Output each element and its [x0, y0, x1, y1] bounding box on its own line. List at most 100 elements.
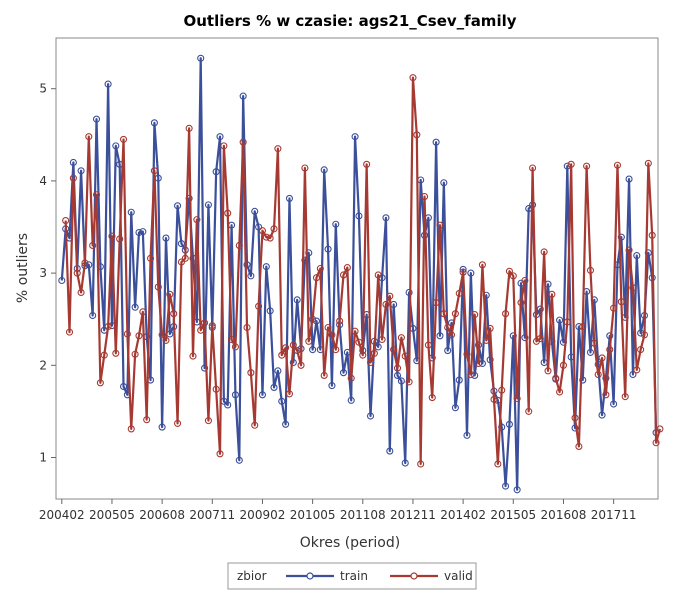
data-point-valid — [409, 74, 417, 82]
data-point-valid — [451, 310, 459, 318]
data-point-valid — [85, 133, 93, 141]
data-point-valid — [320, 371, 328, 380]
data-point-valid — [220, 142, 228, 150]
data-point-train — [282, 420, 290, 428]
y-tick-label: 4 — [39, 174, 47, 188]
x-axis-label: Okres (period) — [300, 535, 400, 551]
data-point-valid — [498, 386, 506, 394]
data-point-valid — [482, 336, 490, 344]
data-point-train — [174, 202, 182, 210]
data-point-valid — [301, 164, 309, 172]
data-point-train — [131, 303, 139, 311]
data-point-valid — [393, 364, 402, 372]
data-point-valid — [278, 351, 286, 359]
data-point-train — [509, 332, 517, 340]
data-point-valid — [625, 246, 633, 254]
data-point-valid — [266, 234, 274, 242]
data-point-valid — [104, 323, 112, 331]
data-point-valid — [282, 344, 290, 352]
data-point-train — [92, 115, 101, 123]
data-point-train — [216, 133, 224, 141]
data-point-valid — [208, 322, 216, 330]
data-point-valid — [621, 393, 629, 401]
data-point-train — [127, 208, 135, 216]
data-point-valid — [332, 346, 340, 354]
x-tick-label: 201108 — [340, 508, 386, 522]
data-point-valid — [228, 335, 236, 344]
data-point-train — [467, 269, 475, 277]
data-point-valid — [289, 341, 297, 349]
data-point-train — [332, 220, 340, 228]
data-point-train — [556, 316, 564, 324]
data-point-valid — [586, 266, 595, 274]
data-point-train — [440, 179, 448, 187]
x-tick-label: 200608 — [139, 508, 185, 522]
data-point-train — [212, 168, 220, 176]
data-point-train — [262, 263, 270, 271]
y-axis-label: % outliers — [15, 233, 31, 303]
data-point-train — [58, 276, 66, 285]
data-point-valid — [374, 271, 382, 279]
data-point-valid — [185, 124, 193, 132]
legend: zbior train valid — [227, 562, 477, 590]
data-point-valid — [139, 308, 147, 316]
data-point-valid — [100, 351, 108, 359]
x-tick-label: 201711 — [591, 508, 637, 522]
data-point-valid — [559, 361, 568, 369]
data-point-train — [135, 228, 143, 237]
data-point-train — [505, 420, 513, 428]
data-point-valid — [150, 167, 158, 175]
data-point-train — [119, 382, 128, 391]
data-point-train — [69, 158, 77, 167]
data-point-valid — [529, 164, 537, 172]
data-point-valid — [417, 460, 425, 468]
x-tick-label: 201211 — [390, 508, 436, 522]
data-point-valid — [81, 259, 89, 267]
data-point-valid — [648, 231, 656, 239]
data-point-valid — [370, 349, 378, 357]
data-point-valid — [193, 216, 201, 224]
data-point-valid — [382, 300, 390, 309]
data-point-valid — [590, 339, 598, 347]
data-point-valid — [258, 227, 267, 235]
x-tick-label: 200902 — [240, 508, 286, 522]
series-line-valid — [64, 76, 661, 466]
data-point-valid — [583, 162, 591, 170]
data-point-train — [201, 364, 209, 372]
data-point-valid — [204, 417, 212, 425]
data-point-train — [293, 296, 301, 304]
x-tick-label: 201402 — [440, 508, 486, 522]
data-point-valid — [62, 217, 70, 225]
data-point-valid — [390, 346, 398, 354]
x-tick-label: 201005 — [290, 508, 336, 522]
data-point-train — [598, 411, 606, 419]
y-tick-label: 1 — [39, 451, 47, 465]
data-point-train — [455, 376, 463, 384]
data-point-valid — [563, 318, 571, 326]
data-point-valid — [471, 311, 479, 319]
data-point-valid — [656, 425, 664, 433]
data-point-train — [328, 382, 336, 390]
data-point-train — [89, 311, 97, 320]
data-point-valid — [262, 233, 270, 241]
data-point-valid — [513, 394, 521, 403]
y-axis: 1 2 3 4 5 — [39, 82, 56, 465]
data-point-valid — [640, 331, 649, 339]
data-point-valid — [359, 351, 367, 359]
data-point-train — [610, 400, 618, 408]
data-point-valid — [525, 407, 533, 415]
data-point-valid — [436, 221, 444, 229]
data-point-valid — [189, 352, 197, 360]
data-point-valid — [432, 299, 440, 307]
data-point-valid — [579, 323, 587, 331]
data-point-valid — [146, 254, 155, 262]
data-point-valid — [509, 272, 517, 280]
data-point-train — [274, 367, 282, 375]
data-point-valid — [397, 334, 405, 342]
data-point-train — [77, 167, 85, 175]
data-point-train — [617, 233, 625, 241]
data-point-valid — [293, 347, 301, 355]
data-point-valid — [174, 419, 182, 427]
data-point-valid — [336, 317, 344, 325]
data-point-valid — [347, 374, 355, 382]
